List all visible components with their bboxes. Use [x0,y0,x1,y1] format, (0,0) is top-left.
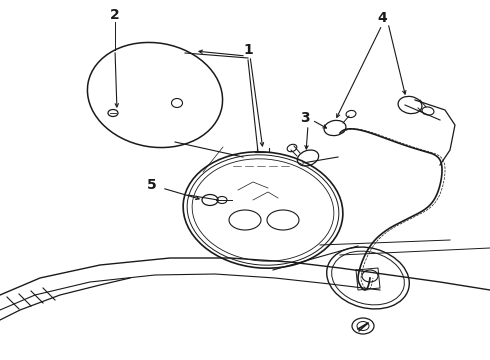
Text: 5: 5 [147,178,157,192]
Text: 3: 3 [300,111,310,125]
Text: 2: 2 [110,8,120,22]
Text: 4: 4 [377,11,387,25]
Text: 1: 1 [243,43,253,57]
